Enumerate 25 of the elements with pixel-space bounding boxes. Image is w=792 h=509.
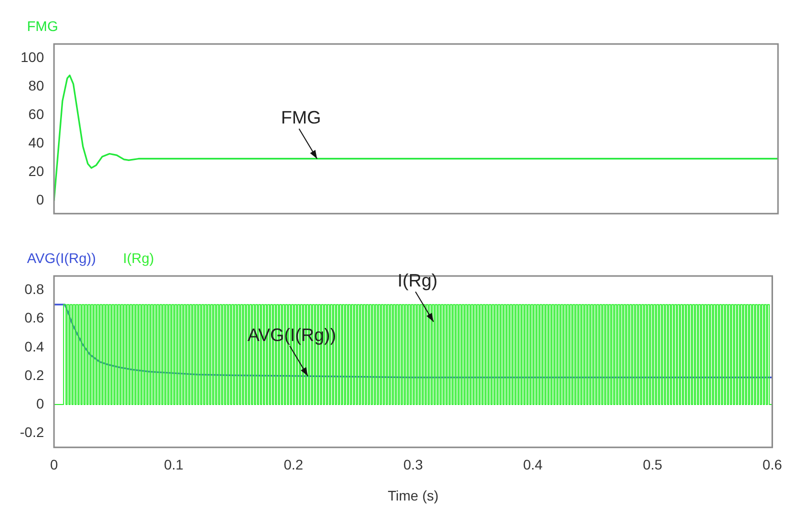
x-tick-label: 0 [50, 456, 58, 473]
y-tick-label: 80 [28, 78, 44, 94]
y-tick-label: 0.2 [24, 366, 44, 383]
x-tick-label: 0.3 [403, 456, 424, 473]
x-tick-label: 0.6 [762, 456, 782, 473]
y-tick-label: 40 [28, 134, 44, 151]
y-tick-label: 0.6 [24, 310, 44, 326]
y-tick-label: -0.2 [20, 424, 44, 440]
y-tick-label: 0 [36, 395, 44, 412]
x-axis-title: Time (s) [388, 487, 439, 504]
y-tick-label: 0 [36, 192, 44, 208]
x-tick-label: 0.2 [284, 456, 304, 473]
annotation: FMG [281, 108, 322, 128]
text: FMG [27, 18, 58, 34]
y-tick-label: 100 [20, 49, 44, 66]
y-tick-label: 20 [28, 163, 44, 180]
x-tick-label: 0.5 [642, 456, 662, 473]
annotation: I(Rg) [397, 270, 438, 291]
x-tick-label: 0.1 [164, 456, 184, 473]
y-tick-label: 60 [28, 106, 44, 122]
y-tick-label: 0.8 [24, 281, 44, 298]
y-tick-label: 0.4 [24, 338, 44, 354]
text: AVG(I(Rg)) [27, 250, 96, 266]
x-tick-label: 0.4 [523, 456, 543, 473]
text: I(Rg) [122, 250, 154, 266]
